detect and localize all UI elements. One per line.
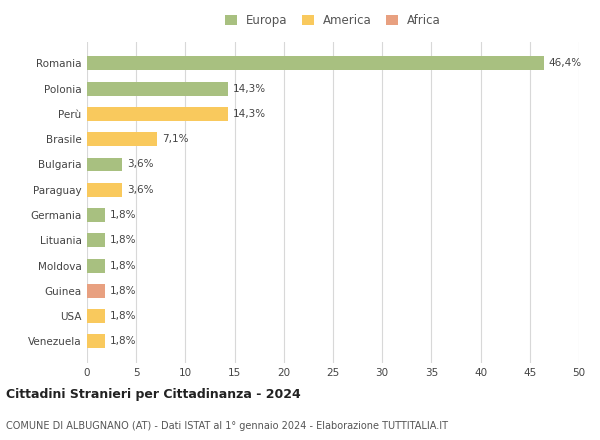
Text: 1,8%: 1,8% [110,311,136,321]
Bar [87,107,228,121]
Bar [87,233,105,247]
Bar [87,132,157,146]
Text: 3,6%: 3,6% [127,185,154,195]
Text: 46,4%: 46,4% [548,59,581,68]
Text: 1,8%: 1,8% [110,210,136,220]
Bar [87,56,544,70]
Text: 1,8%: 1,8% [110,235,136,246]
Bar [87,284,105,298]
Text: 1,8%: 1,8% [110,260,136,271]
Bar [87,183,122,197]
Bar [87,208,105,222]
Text: 7,1%: 7,1% [162,134,188,144]
Text: 1,8%: 1,8% [110,337,136,346]
Bar [87,334,105,348]
Bar [87,158,122,172]
Bar [87,259,105,272]
Bar [87,82,228,95]
Text: 1,8%: 1,8% [110,286,136,296]
Text: Cittadini Stranieri per Cittadinanza - 2024: Cittadini Stranieri per Cittadinanza - 2… [6,388,301,401]
Text: 14,3%: 14,3% [233,109,266,119]
Text: 14,3%: 14,3% [233,84,266,94]
Bar [87,309,105,323]
Text: 3,6%: 3,6% [127,159,154,169]
Text: COMUNE DI ALBUGNANO (AT) - Dati ISTAT al 1° gennaio 2024 - Elaborazione TUTTITAL: COMUNE DI ALBUGNANO (AT) - Dati ISTAT al… [6,421,448,431]
Legend: Europa, America, Africa: Europa, America, Africa [223,12,443,29]
